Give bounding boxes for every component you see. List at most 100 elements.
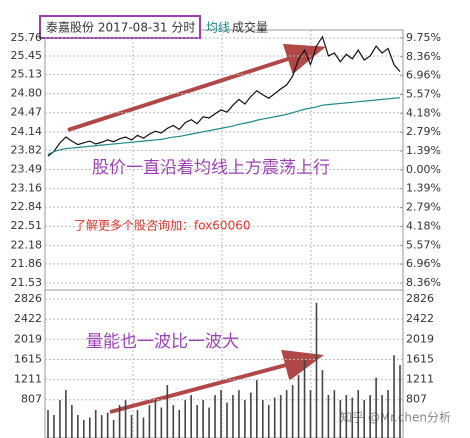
y-tick-label: 21.86 (11, 257, 43, 270)
volume-bar (351, 397, 354, 438)
volume-bar (100, 415, 103, 438)
volume-bar (369, 395, 371, 438)
y2-tick-label: 1211 (406, 373, 434, 386)
volume-bar (65, 390, 67, 438)
volume-bar (154, 400, 157, 438)
volume-bar (77, 415, 79, 438)
volume-bar (220, 390, 222, 438)
volume-bar (226, 402, 228, 438)
volume-bar (381, 395, 383, 438)
y2-tick-label: 6.96% (406, 69, 441, 82)
volume-bar (244, 400, 246, 438)
y2-tick-label: 2.79% (406, 125, 441, 138)
y-tick-label: 2422 (14, 312, 42, 325)
y2-tick-label: 1.39% (406, 182, 441, 195)
volume-bars (47, 302, 401, 438)
volume-bar (256, 380, 258, 438)
y2-tick-label: 8.36% (406, 50, 441, 63)
volume-bar (71, 405, 73, 438)
y-tick-label: 21.53 (11, 276, 43, 289)
volume-bar (357, 390, 360, 438)
legend-entry: 成交量 (232, 20, 268, 35)
volume-bar (190, 395, 192, 438)
y2-tick-label: 1615 (406, 352, 434, 365)
volume-bar (309, 390, 312, 438)
volume-bar (303, 360, 306, 438)
volume-bar (196, 405, 198, 438)
volume-bar (53, 415, 55, 438)
y2-tick-label: 5.57% (406, 238, 441, 251)
volume-bar (166, 385, 169, 438)
volume-bar (208, 407, 210, 438)
volume-bar (279, 395, 282, 438)
volume-bar (59, 400, 61, 438)
volume-bar (333, 390, 336, 438)
y-tick-label: 22.51 (11, 219, 43, 232)
y-tick-label: 807 (21, 393, 42, 406)
volume-bar (178, 410, 181, 438)
volume-bar (297, 375, 300, 438)
y2-tick-label: 4.18% (406, 106, 441, 119)
price-line (47, 97, 401, 155)
y-tick-label: 2019 (14, 332, 42, 345)
volume-bar (47, 410, 49, 438)
y2-tick-label: 8.36% (406, 276, 441, 289)
y2-tick-label: 2019 (406, 332, 434, 345)
volume-bar (261, 400, 264, 438)
annotation: 量能也一波比一波大 (86, 332, 239, 352)
y2-tick-label: 5.57% (406, 88, 441, 101)
volume-bar (214, 395, 216, 438)
volume-bar (345, 395, 348, 438)
volume-bar (82, 420, 85, 438)
volume-bar (136, 410, 139, 438)
y-tick-label: 25.13 (11, 67, 43, 80)
volume-arrow (109, 349, 324, 414)
y-tick-label: 23.49 (11, 162, 43, 175)
y-tick-label: 24.14 (11, 125, 43, 138)
y-tick-label: 22.84 (11, 200, 43, 213)
volume-bar (393, 355, 395, 438)
volume-bar (160, 407, 163, 438)
volume-bar (142, 417, 145, 438)
y-tick-label: 1615 (14, 352, 42, 365)
y2-tick-label: 1.39% (406, 144, 441, 157)
y-tick-label: 25.76 (11, 31, 43, 44)
volume-bar (250, 392, 252, 438)
y-tick-label: 1211 (14, 373, 42, 386)
volume-bar (88, 417, 91, 438)
volume-bar (291, 385, 294, 438)
y-tick-label: 23.16 (11, 182, 43, 195)
volume-bar (112, 420, 115, 438)
volume-bar (363, 400, 366, 438)
plot-frame (44, 29, 404, 438)
y-tick-label: 2826 (14, 292, 42, 305)
trend-arrow (67, 43, 326, 132)
volume-bar (375, 377, 377, 438)
volume-bar (172, 405, 175, 438)
volume-bar (184, 400, 187, 438)
volume-bar (285, 390, 288, 438)
volume-bar (94, 410, 97, 438)
y2-tick-label: 2422 (406, 312, 434, 325)
volume-bar (315, 302, 318, 438)
y-tick-label: 24.80 (11, 87, 43, 100)
volume-bar (327, 395, 330, 438)
title-box (39, 15, 201, 39)
y-tick-label: 24.47 (11, 106, 43, 119)
volume-bar (321, 370, 324, 438)
y2-tick-label: 807 (406, 393, 427, 406)
volume-bar (124, 400, 127, 438)
y2-tick-label: 6.96% (406, 257, 441, 270)
volume-bar (387, 390, 389, 438)
annotation: 了解更多个股咨询加：fox60060 (74, 218, 250, 233)
volume-bar (232, 395, 234, 438)
annotation: 股价一直沿着均线上方震荡上行 (92, 158, 330, 178)
volume-bar (130, 415, 133, 438)
y-tick-label: 25.45 (11, 49, 43, 62)
volume-bar (273, 397, 276, 438)
volume-bar (339, 400, 342, 438)
y-tick-label: 22.18 (11, 238, 43, 251)
volume-bar (148, 405, 151, 438)
y2-tick-label: 2.79% (406, 201, 441, 214)
